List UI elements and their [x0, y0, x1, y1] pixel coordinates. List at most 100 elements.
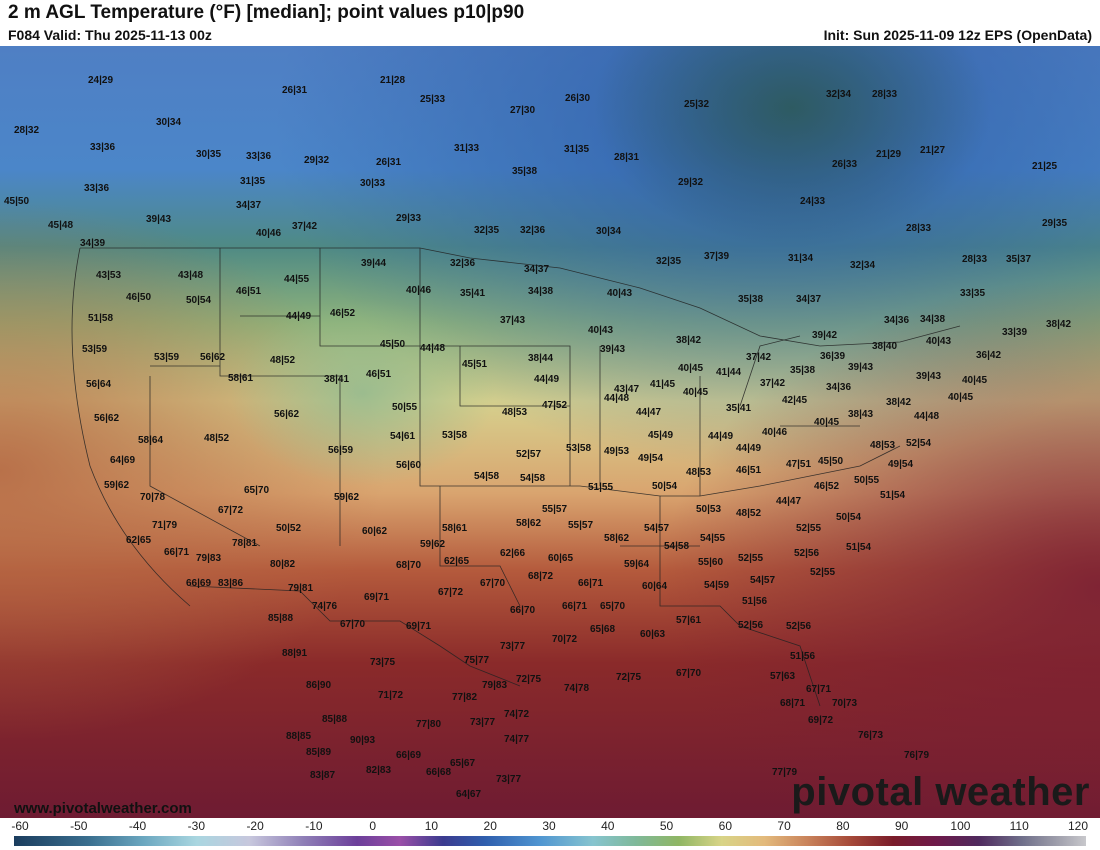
point-value-label: 54|55 — [700, 533, 726, 544]
point-value-label: 33|35 — [960, 288, 986, 299]
colorbar-tick-label: 70 — [777, 819, 791, 833]
point-value-label: 55|57 — [542, 504, 568, 515]
point-value-label: 58|62 — [604, 533, 630, 544]
point-value-label: 54|61 — [390, 431, 416, 442]
point-value-label: 50|55 — [854, 475, 880, 486]
point-value-label: 26|30 — [565, 93, 591, 104]
point-value-label: 35|41 — [726, 403, 752, 414]
point-value-label: 48|52 — [204, 433, 230, 444]
point-value-label: 67|72 — [218, 505, 244, 516]
political-boundaries — [71, 247, 961, 707]
temperature-map[interactable]: 24|29 28|32 33|36 30|34 26|31 21|28 25|33 27|30… — [0, 46, 1100, 818]
point-value-label: 28|33 — [962, 254, 988, 265]
point-value-label: 67|72 — [438, 587, 464, 598]
point-value-label: 46|50 — [126, 292, 152, 303]
point-value-label: 41|44 — [716, 367, 742, 378]
point-value-label: 32|34 — [850, 260, 876, 271]
point-value-label: 74|76 — [312, 601, 338, 612]
point-value-label: 45|49 — [648, 430, 674, 441]
point-value-label: 50|54 — [836, 512, 862, 523]
point-value-label: 76|73 — [858, 730, 884, 741]
point-value-label: 35|38 — [738, 294, 764, 305]
colorbar-tick-label: 60 — [718, 819, 733, 833]
point-value-label: 37|39 — [704, 251, 730, 262]
point-value-label: 56|62 — [274, 409, 300, 420]
point-value-label: 28|31 — [614, 152, 640, 163]
point-value-label: 74|78 — [564, 683, 590, 694]
point-value-label: 28|33 — [906, 223, 932, 234]
point-value-label: 34|36 — [884, 315, 910, 326]
point-value-label: 60|62 — [362, 526, 388, 537]
point-value-label: 85|88 — [322, 714, 348, 725]
point-value-label: 60|64 — [642, 581, 668, 592]
colorbar-ramp — [14, 836, 1086, 846]
point-value-label: 48|53 — [870, 440, 896, 451]
point-value-label: 38|42 — [676, 335, 702, 346]
point-value-label: 45|50 — [380, 339, 406, 350]
point-value-label: 58|62 — [516, 518, 542, 529]
point-value-label: 56|59 — [328, 445, 354, 456]
point-value-label: 26|31 — [282, 85, 308, 96]
point-value-label: 67|70 — [676, 668, 702, 679]
point-value-label: 50|55 — [392, 402, 418, 413]
point-value-label: 48|52 — [270, 355, 296, 366]
point-value-label: 51|54 — [880, 490, 906, 501]
point-value-label: 73|77 — [500, 641, 526, 652]
point-value-label: 72|75 — [516, 674, 542, 685]
point-value-label: 50|52 — [276, 523, 302, 534]
point-value-label: 74|77 — [504, 734, 530, 745]
point-value-label: 40|45 — [948, 392, 974, 403]
point-value-label: 77|79 — [772, 767, 798, 778]
point-value-label: 43|47 — [614, 384, 640, 395]
point-value-label: 44|49 — [736, 443, 762, 454]
point-value-label: 69|71 — [364, 592, 390, 603]
point-value-label: 53|59 — [154, 352, 180, 363]
point-value-label: 24|33 — [800, 196, 826, 207]
point-value-label: 56|60 — [396, 460, 422, 471]
point-value-label: 40|43 — [926, 336, 952, 347]
point-value-label: 52|54 — [906, 438, 932, 449]
point-value-label: 67|70 — [340, 619, 366, 630]
colorbar-tick-label: 100 — [950, 819, 971, 833]
point-value-label: 34|38 — [920, 314, 946, 325]
map-background — [0, 46, 1100, 818]
point-value-label: 65|68 — [590, 624, 616, 635]
point-value-label: 39|43 — [848, 362, 874, 373]
point-value-label: 40|45 — [678, 363, 704, 374]
point-value-label: 58|61 — [228, 373, 254, 384]
point-value-label: 55|60 — [698, 557, 724, 568]
colorbar-tick-label: 10 — [424, 819, 439, 833]
point-value-label: 40|45 — [962, 375, 988, 386]
point-value-label: 66|71 — [578, 578, 604, 589]
point-value-label: 59|62 — [334, 492, 360, 503]
point-value-label: 43|48 — [178, 270, 204, 281]
point-value-label: 72|75 — [616, 672, 642, 683]
colorbar-tick-label: 110 — [1009, 819, 1029, 833]
point-value-label: 66|69 — [396, 750, 422, 761]
point-value-label: 32|35 — [656, 256, 682, 267]
point-value-label: 75|77 — [464, 655, 490, 666]
point-value-label: 67|70 — [480, 578, 506, 589]
point-value-label: 49|54 — [888, 459, 914, 470]
point-value-label: 52|56 — [786, 621, 812, 632]
point-value-label: 48|53 — [686, 467, 712, 478]
point-value-label: 69|71 — [406, 621, 432, 632]
point-value-label: 44|48 — [420, 343, 446, 354]
point-value-label: 32|36 — [450, 258, 476, 269]
point-value-label: 45|50 — [818, 456, 844, 467]
point-value-label: 38|40 — [872, 341, 898, 352]
point-value-label: 36|39 — [820, 351, 846, 362]
point-value-label: 53|58 — [442, 430, 468, 441]
point-value-label: 56|62 — [200, 352, 226, 363]
colorbar-tick-label: -10 — [305, 819, 323, 833]
point-value-label: 68|70 — [396, 560, 422, 571]
point-value-label: 70|73 — [832, 698, 858, 709]
colorbar-tick-label: 50 — [659, 819, 674, 833]
point-value-label: 46|51 — [236, 286, 262, 297]
point-value-label: 31|34 — [788, 253, 814, 264]
point-value-label: 51|58 — [88, 313, 114, 324]
point-value-label: 29|32 — [304, 155, 330, 166]
point-value-label: 32|34 — [826, 89, 852, 100]
point-value-label: 39|43 — [146, 214, 172, 225]
point-value-label: 44|47 — [636, 407, 662, 418]
